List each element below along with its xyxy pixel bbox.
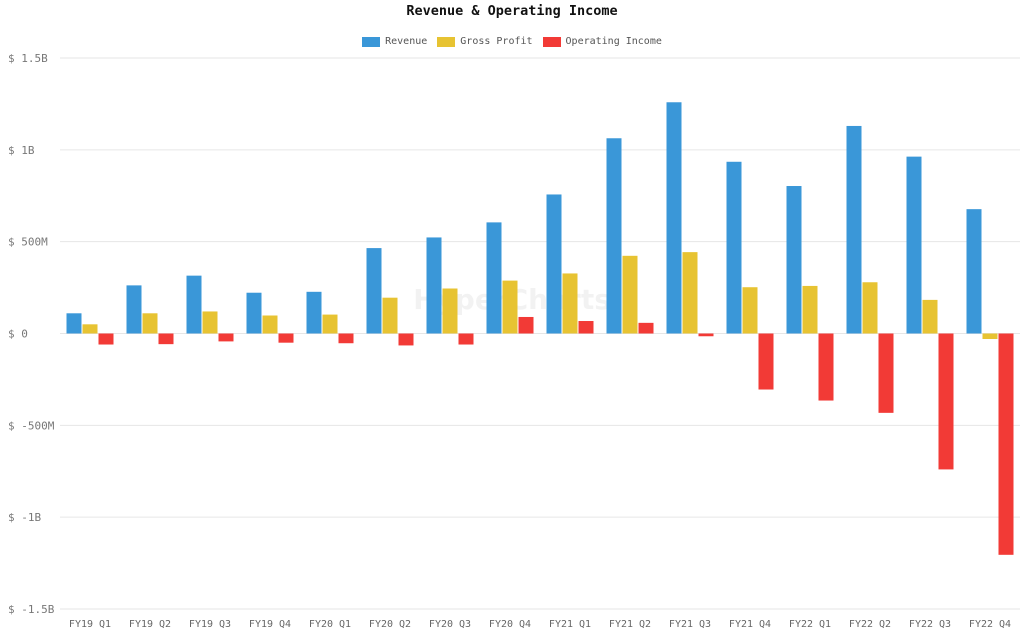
x-tick-label: FY19 Q3 <box>189 619 231 630</box>
x-tick-label: FY22 Q1 <box>789 619 831 630</box>
bar-operating-income <box>398 333 414 346</box>
bar-operating-income <box>218 333 234 342</box>
bar-gross-profit <box>982 333 998 340</box>
bar-gross-profit <box>262 315 278 334</box>
x-tick-label: FY20 Q2 <box>369 619 411 630</box>
bar-gross-profit <box>202 311 218 334</box>
x-tick-label: FY21 Q3 <box>669 619 711 630</box>
bar-revenue <box>846 125 862 334</box>
bar-operating-income <box>158 333 174 345</box>
bar-revenue <box>126 285 142 334</box>
x-tick-label: FY20 Q1 <box>309 619 351 630</box>
bar-gross-profit <box>322 314 338 334</box>
legend-swatch-operating-income <box>542 36 561 47</box>
y-tick-label: $ -1B <box>8 511 41 524</box>
bar-operating-income <box>638 322 654 334</box>
x-tick-label: FY21 Q4 <box>729 619 771 630</box>
bar-revenue <box>306 291 322 334</box>
x-tick-label: FY21 Q2 <box>609 619 651 630</box>
x-tick-label: FY20 Q4 <box>489 619 531 630</box>
bar-operating-income <box>818 333 834 401</box>
x-tick-label: FY19 Q4 <box>249 619 291 630</box>
bar-operating-income <box>878 333 894 413</box>
bar-revenue <box>786 186 802 334</box>
bar-gross-profit <box>502 280 518 334</box>
bar-revenue <box>486 222 502 334</box>
bar-operating-income <box>518 316 534 334</box>
legend-item-gross-profit[interactable]: Gross Profit <box>437 36 533 47</box>
legend-label-operating-income: Operating Income <box>565 36 662 47</box>
chart-title: Revenue & Operating Income <box>406 3 618 19</box>
x-tick-label: FY21 Q1 <box>549 619 591 630</box>
legend-item-revenue[interactable]: Revenue <box>362 36 427 47</box>
bar-gross-profit <box>82 324 98 334</box>
bar-gross-profit <box>142 313 158 334</box>
bar-revenue <box>426 237 442 334</box>
bar-revenue <box>726 161 742 334</box>
bar-revenue <box>366 248 382 334</box>
bar-revenue <box>906 156 922 334</box>
bar-revenue <box>66 313 82 334</box>
legend-item-operating-income[interactable]: Operating Income <box>542 36 662 47</box>
bar-operating-income <box>698 333 714 337</box>
bar-revenue <box>666 102 682 334</box>
legend-label-revenue: Revenue <box>385 36 428 47</box>
bar-gross-profit <box>682 252 698 334</box>
bar-gross-profit <box>622 255 638 334</box>
bar-revenue <box>546 194 562 334</box>
x-tick-label: FY19 Q1 <box>69 619 111 630</box>
y-tick-label: $ 1B <box>8 144 35 157</box>
y-tick-label: $ 0 <box>8 328 28 341</box>
bar-operating-income <box>458 333 474 345</box>
bar-operating-income <box>938 333 954 470</box>
bar-operating-income <box>578 321 594 334</box>
y-tick-label: $ 500M <box>8 236 48 249</box>
x-tick-label: FY19 Q2 <box>129 619 171 630</box>
bar-gross-profit <box>802 285 818 334</box>
bar-revenue <box>966 209 982 334</box>
bar-gross-profit <box>742 287 758 334</box>
bar-gross-profit <box>862 282 878 334</box>
bar-operating-income <box>758 333 774 390</box>
bar-revenue <box>186 275 202 334</box>
bar-revenue <box>606 138 622 334</box>
x-tick-label: FY22 Q2 <box>849 619 891 630</box>
x-tick-label: FY22 Q3 <box>909 619 951 630</box>
bar-gross-profit <box>442 288 458 334</box>
y-tick-label: $ -500M <box>8 419 55 432</box>
legend-swatch-revenue <box>362 36 381 47</box>
legend-label-gross-profit: Gross Profit <box>460 36 533 47</box>
y-tick-label: $ -1.5B <box>8 603 55 616</box>
bar-operating-income <box>338 333 354 344</box>
legend: Revenue Gross Profit Operating Income <box>0 36 1024 47</box>
bar-gross-profit <box>562 273 578 334</box>
x-tick-label: FY20 Q3 <box>429 619 471 630</box>
bar-revenue <box>246 292 262 334</box>
bar-gross-profit <box>922 299 938 334</box>
bar-gross-profit <box>382 297 398 334</box>
y-tick-label: $ 1.5B <box>8 52 48 65</box>
x-tick-label: FY22 Q4 <box>969 619 1011 630</box>
legend-swatch-gross-profit <box>437 36 456 47</box>
bar-operating-income <box>998 333 1014 555</box>
bar-operating-income <box>98 333 114 345</box>
bar-operating-income <box>278 333 294 343</box>
